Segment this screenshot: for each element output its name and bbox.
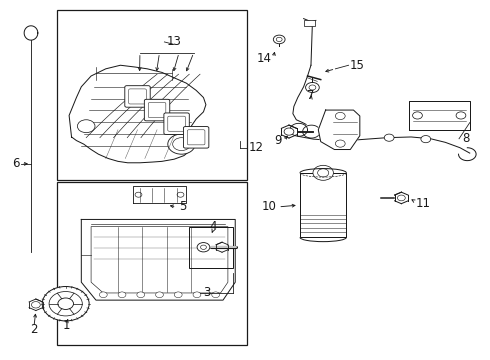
Circle shape xyxy=(284,128,294,135)
Text: 6: 6 xyxy=(12,157,19,170)
Circle shape xyxy=(172,138,190,150)
Bar xyxy=(300,173,346,237)
Text: 10: 10 xyxy=(262,201,277,213)
Polygon shape xyxy=(409,101,470,130)
Circle shape xyxy=(413,112,422,119)
Circle shape xyxy=(49,292,82,316)
Text: 15: 15 xyxy=(350,59,365,72)
Polygon shape xyxy=(81,220,235,300)
Text: 2: 2 xyxy=(30,323,38,336)
Text: 9: 9 xyxy=(274,134,282,147)
Circle shape xyxy=(193,292,201,298)
FancyBboxPatch shape xyxy=(187,130,205,145)
Circle shape xyxy=(309,85,316,90)
Bar xyxy=(57,182,247,345)
Circle shape xyxy=(200,245,206,249)
Text: 7: 7 xyxy=(307,89,315,102)
Bar xyxy=(304,20,316,26)
Circle shape xyxy=(42,287,89,321)
Circle shape xyxy=(318,169,329,177)
Text: 11: 11 xyxy=(416,197,431,210)
Text: 5: 5 xyxy=(179,201,186,213)
Text: 14: 14 xyxy=(257,51,272,64)
Circle shape xyxy=(168,134,195,154)
Polygon shape xyxy=(133,186,186,203)
Circle shape xyxy=(306,82,319,93)
Bar xyxy=(189,226,233,268)
Circle shape xyxy=(273,35,285,44)
FancyBboxPatch shape xyxy=(164,113,189,134)
Circle shape xyxy=(276,37,282,41)
Circle shape xyxy=(456,112,466,119)
Circle shape xyxy=(58,298,74,310)
Polygon shape xyxy=(69,65,206,163)
FancyBboxPatch shape xyxy=(129,89,147,104)
Circle shape xyxy=(212,292,220,298)
Circle shape xyxy=(177,192,184,197)
Bar xyxy=(57,10,247,180)
Text: 8: 8 xyxy=(463,132,470,145)
Text: 3: 3 xyxy=(203,287,211,300)
FancyBboxPatch shape xyxy=(125,86,150,107)
Circle shape xyxy=(77,120,95,133)
FancyBboxPatch shape xyxy=(148,103,166,118)
Circle shape xyxy=(421,135,431,143)
Circle shape xyxy=(397,195,405,201)
Circle shape xyxy=(137,292,145,298)
FancyBboxPatch shape xyxy=(183,127,209,148)
Circle shape xyxy=(335,140,345,147)
Polygon shape xyxy=(24,26,38,40)
Circle shape xyxy=(384,134,394,141)
Text: 12: 12 xyxy=(249,141,264,154)
Polygon shape xyxy=(318,110,360,149)
Circle shape xyxy=(118,292,126,298)
FancyBboxPatch shape xyxy=(168,116,185,131)
Text: 4: 4 xyxy=(210,220,217,233)
Circle shape xyxy=(156,292,163,298)
Circle shape xyxy=(197,243,210,252)
FancyBboxPatch shape xyxy=(145,99,170,121)
Circle shape xyxy=(174,292,182,298)
Circle shape xyxy=(99,292,107,298)
Text: 13: 13 xyxy=(167,35,182,49)
Circle shape xyxy=(135,192,142,197)
Circle shape xyxy=(31,302,40,308)
Circle shape xyxy=(338,136,347,144)
Circle shape xyxy=(313,165,333,180)
Circle shape xyxy=(335,112,345,120)
Text: 1: 1 xyxy=(63,319,71,332)
